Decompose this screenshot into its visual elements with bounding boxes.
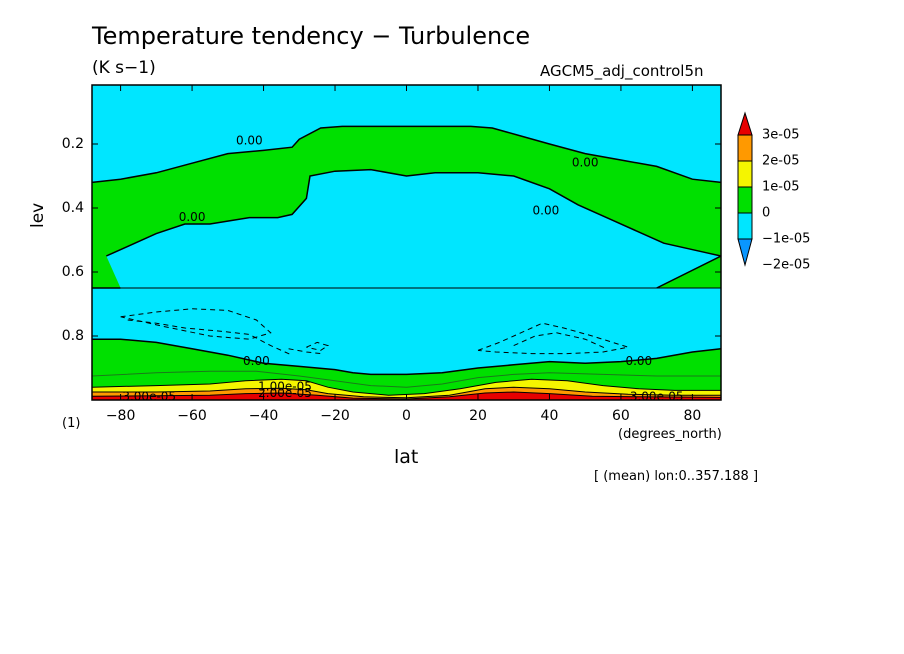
x-tick-label: −80 [106,408,136,424]
colorbar-swatch-top-arrow [737,111,753,136]
x-tick-label: 20 [469,408,487,424]
colorbar-swatch-bottom-arrow [737,238,753,267]
zero-contour-line [656,255,721,289]
contour-label: 1.00e-05 [258,380,312,394]
colorbar-label: −2e-05 [762,258,810,273]
colorbar-swatch [737,212,753,240]
colorbar-swatch [737,186,753,214]
negative-contour-line [120,308,272,340]
zero-contour-line [105,168,721,257]
x-axis-unit: (degrees_north) [618,427,722,442]
run-name: AGCM5_adj_control5n [540,62,704,80]
negative-contour-line [306,341,330,351]
contour-label: 0.00 [572,156,599,170]
contour-label: 0.00 [625,354,652,368]
negative-contour-line [477,322,629,355]
colorbar-label: −1e-05 [762,232,810,247]
colorbar-label: 2e-05 [762,154,800,169]
x-tick-label: 0 [402,408,411,424]
contour-label: 3.00e-05 [122,389,176,403]
contour-label: 0.00 [243,354,270,368]
x-tick-label: −20 [320,408,350,424]
contour-label: 0.00 [179,210,206,224]
chart-units: (K s−1) [92,58,156,78]
contour-label: 3.00e-05 [630,389,684,403]
x-tick-label: −60 [177,408,207,424]
colorbar-label: 3e-05 [762,128,800,143]
zero-contour-line [92,338,721,376]
colorbar-label: 0 [762,206,770,221]
y-tick-label: 0.8 [62,328,84,344]
chart-title: Temperature tendency − Turbulence [92,22,531,50]
colorbar-label: 1e-05 [762,180,800,195]
x-tick-label: −40 [249,408,279,424]
x-tick-label: 60 [612,408,630,424]
level-marker: (1) [62,416,81,431]
negative-contour-line [288,348,321,355]
negative-contour-line [513,332,607,350]
zero-contour-line [92,125,721,184]
y-tick-label: 0.4 [62,200,84,216]
x-axis-label: lat [394,446,419,468]
y-tick-label: 0.2 [62,136,84,152]
colorbar-swatch [737,160,753,188]
x-tick-label: 40 [541,408,559,424]
colorbar-swatch [737,134,753,162]
contour-line [92,370,721,388]
negative-contour-line [127,319,293,356]
x-tick-label: 80 [683,408,701,424]
contour-label: 0.00 [236,133,263,147]
contour-label: 2.00e-05 [258,386,312,400]
contour-label: 0.00 [533,204,560,218]
averaging-note: [ (mean) lon:0..357.188 ] [594,469,759,484]
y-tick-label: 0.6 [62,264,84,280]
zero-region-upper [92,126,721,289]
